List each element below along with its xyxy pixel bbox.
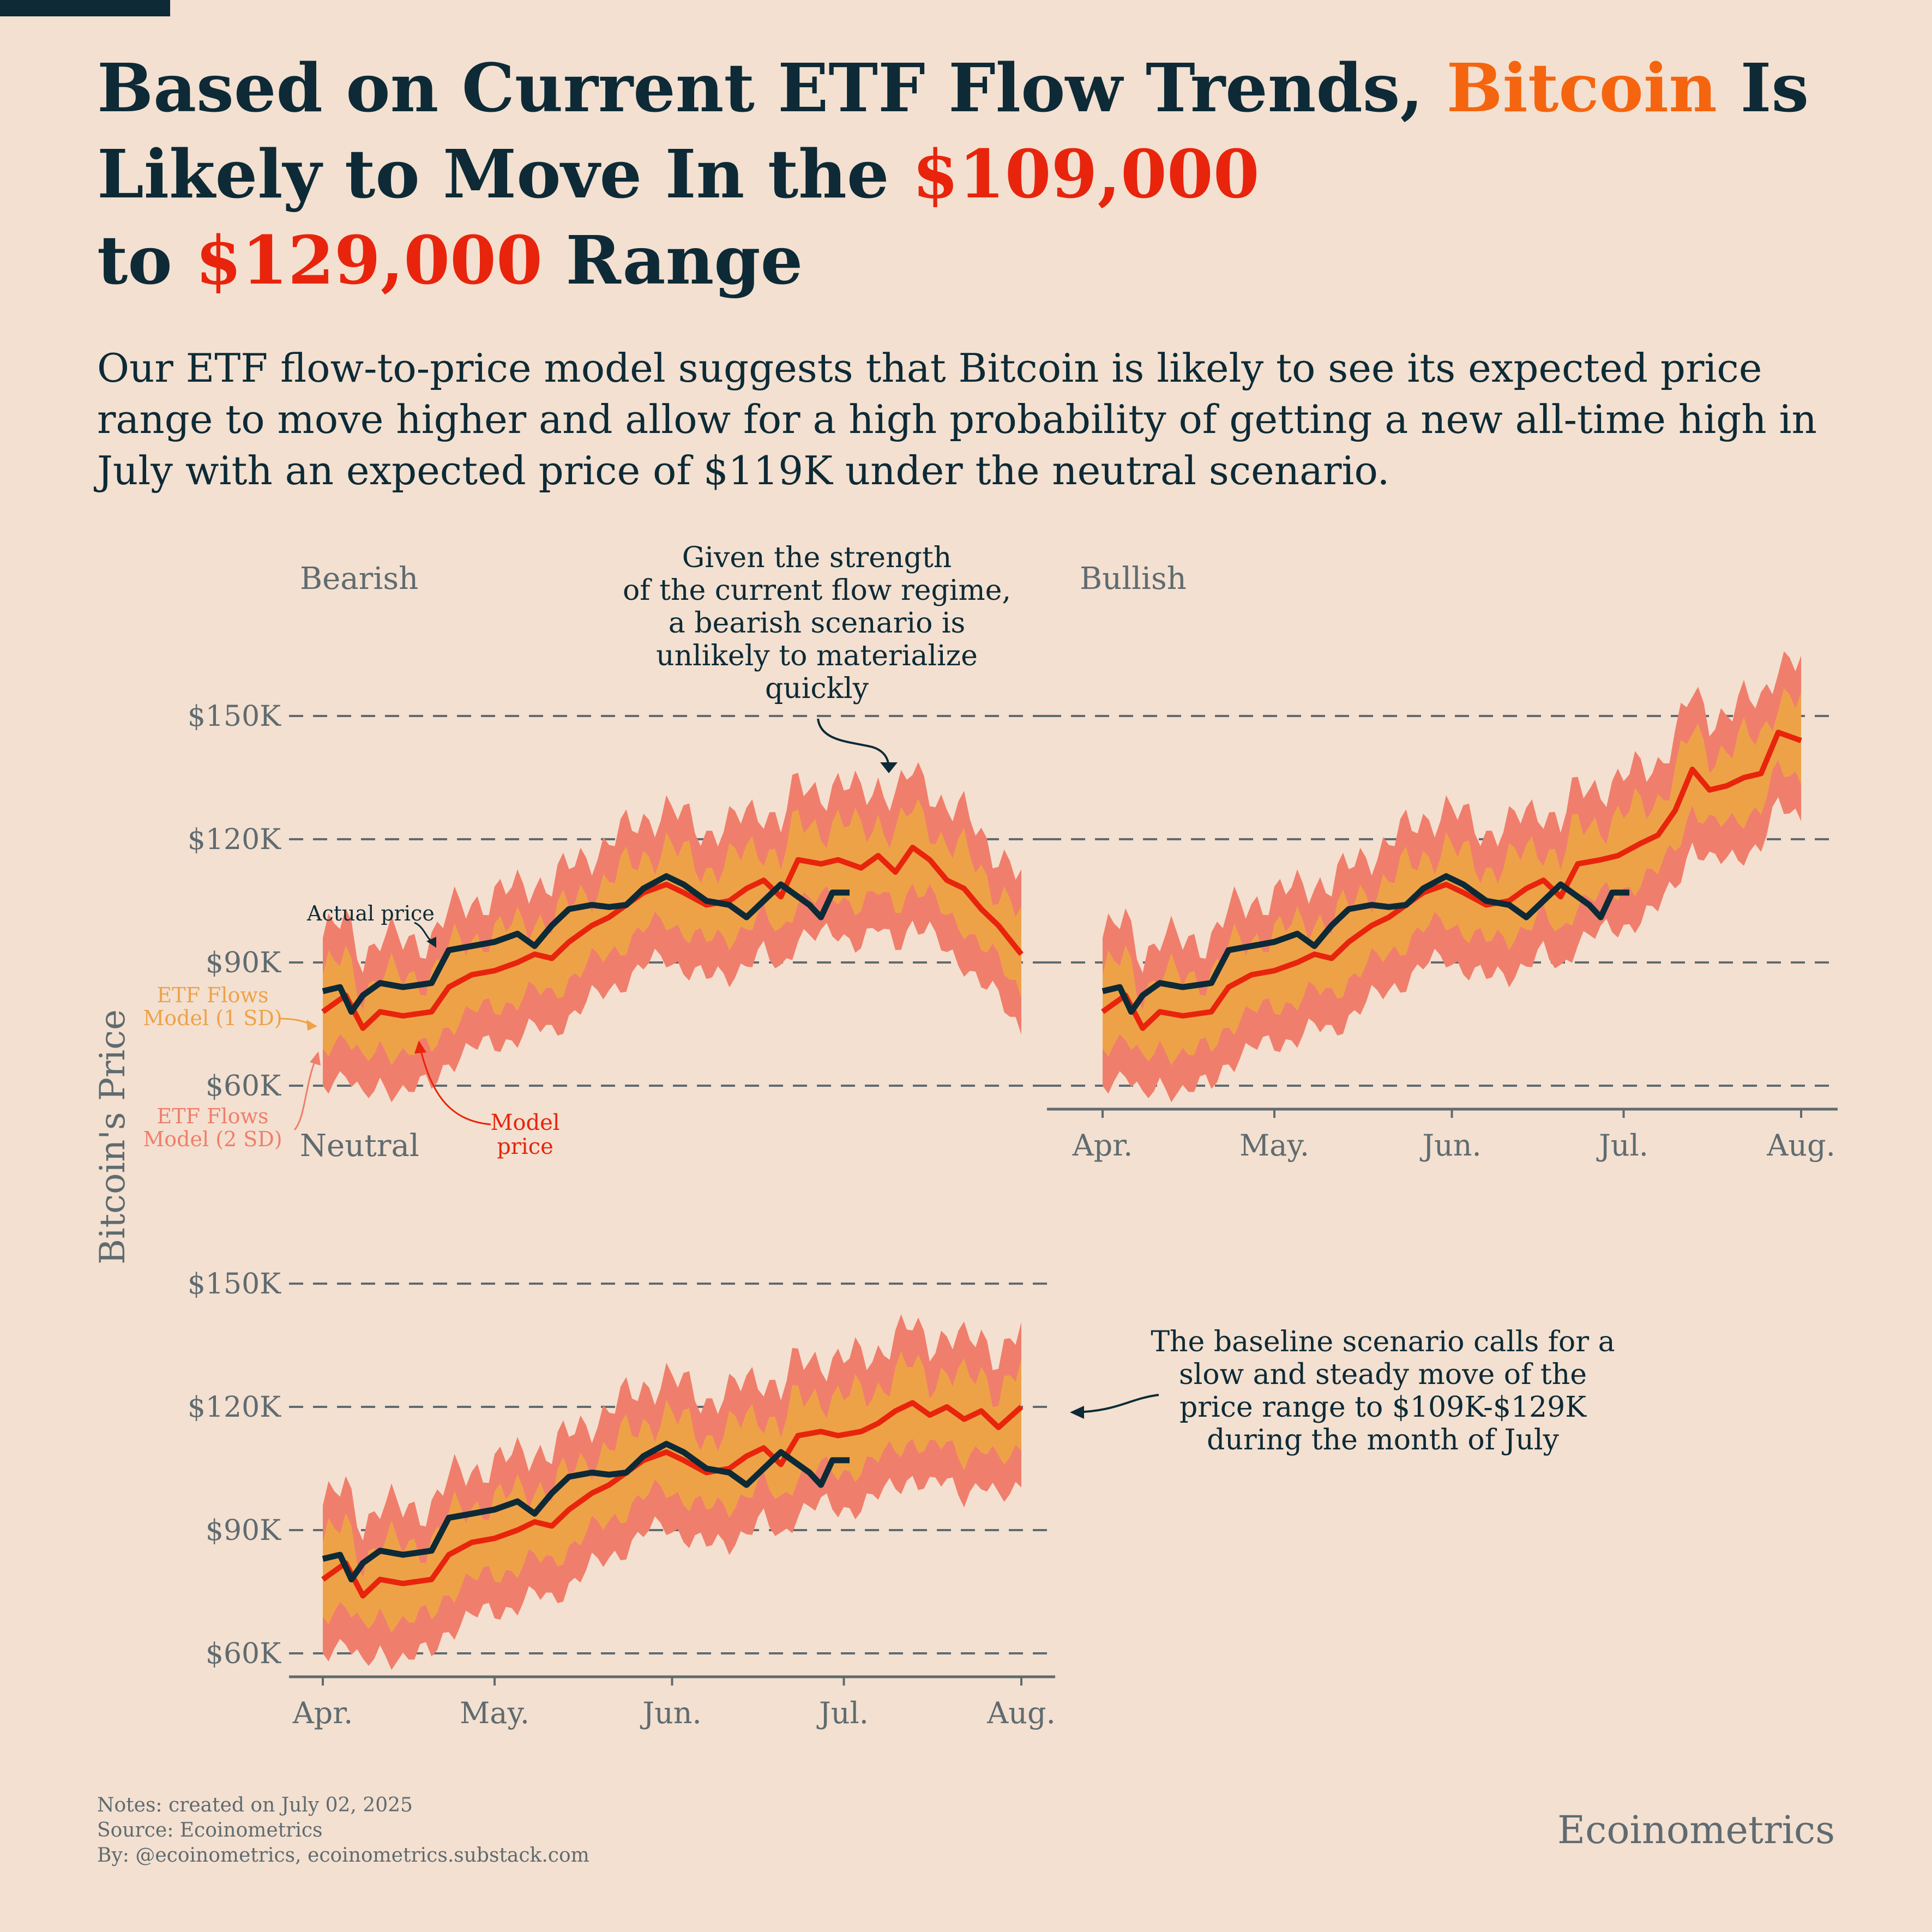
bullish-x-tick-label: Apr. (1072, 1128, 1133, 1163)
baseline-note-arrowhead (1070, 1406, 1084, 1419)
bearish-note-arrow (817, 718, 890, 769)
bearish-panel-label: Bearish (300, 561, 418, 597)
neutral-actual-price-line (322, 1441, 850, 1582)
bullish-panel: Apr. May. Jun. Jul. Aug. Bullish (1047, 561, 1838, 1163)
headline-low-price: $109,000 (912, 135, 1260, 213)
footer-notes-date: Notes: created on July 02, 2025 (97, 1794, 413, 1816)
bearish-note-line: of the current flow regime, (623, 574, 1011, 607)
bearish-panel: $60K $90K $120K $150K Bearish (188, 561, 1055, 1103)
bearish-actual-price-line (322, 873, 850, 1015)
bearish-note-line: unlikely to materialize (656, 640, 978, 672)
footer-byline: By: @ecoinometrics, ecoinometrics.substa… (97, 1844, 589, 1867)
model-price-arrow (419, 1046, 491, 1126)
neutral-x-tick-label: Aug. (986, 1696, 1056, 1730)
etf-2sd-label: Model (2 SD) (143, 1127, 282, 1151)
headline: Based on Current ETF Flow Trends, Bitcoi… (97, 45, 1842, 303)
model-price-label: Model (490, 1110, 559, 1135)
corner-accent-bar (0, 0, 170, 16)
bearish-note-line: quickly (765, 672, 869, 705)
bearish-model-price-line (321, 845, 1024, 1031)
model-price-label: price (497, 1134, 553, 1159)
neutral-x-tick-label: Jun. (640, 1696, 701, 1730)
brand-logo-text: Ecoinometrics (1557, 1808, 1835, 1852)
footer-source: Source: Ecoinometrics (97, 1819, 323, 1841)
neutral-y-tick-label: $120K (188, 1391, 281, 1424)
bearish-note-line: a bearish scenario is (669, 607, 966, 640)
bearish-y-tick-label: $90K (206, 947, 281, 979)
etf-1sd-label: ETF Flows (157, 983, 269, 1007)
bullish-actual-price-line (1102, 873, 1629, 1015)
neutral-x-tick-label: Apr. (292, 1696, 353, 1730)
etf-2sd-label: ETF Flows (157, 1104, 269, 1128)
bearish-y-tick-label: $120K (188, 823, 281, 856)
bullish-x-tick-label: Jul. (1596, 1128, 1648, 1163)
bearish-note-line: Given the strength (682, 541, 952, 574)
actual-price-arrowhead (426, 937, 436, 948)
bearish-note-arrowhead (880, 762, 898, 773)
baseline-note-line: slow and steady move of the (1179, 1358, 1587, 1391)
subtitle: Our ETF flow-to-price model suggests tha… (97, 345, 1817, 493)
headline-part3: to (97, 221, 196, 299)
footer-notes: Notes: created on July 02, 2025 Source: … (97, 1793, 589, 1868)
headline-bitcoin: Bitcoin (1446, 49, 1717, 127)
neutral-y-tick-label: $60K (206, 1638, 281, 1670)
headline-high-price: $129,000 (195, 221, 543, 299)
bearish-y-tick-label: $60K (206, 1070, 281, 1103)
bullish-model-price-line (1101, 730, 1802, 1031)
etf-1sd-arrowhead (306, 1020, 317, 1031)
baseline-note-arrow (1074, 1394, 1159, 1413)
bullish-panel-label: Bullish (1080, 561, 1187, 597)
baseline-note-line: price range to $109K-$129K (1179, 1391, 1587, 1424)
neutral-panel: $60K $90K $120K $150K Apr. May. Jun. Jul. Aug. Ne… (188, 1128, 1056, 1730)
etf-1sd-label: Model (1 SD) (143, 1006, 282, 1030)
neutral-y-tick-label: $150K (188, 1268, 281, 1301)
etf-2sd-arrow (293, 1057, 317, 1131)
headline-part4: Range (542, 221, 803, 299)
headline-part2: Is Likely to Move In the (97, 49, 1809, 213)
bullish-x-tick-label: May. (1239, 1128, 1309, 1163)
neutral-panel-label: Neutral (300, 1128, 419, 1164)
neutral-model-price-line (321, 1400, 1024, 1599)
neutral-y-tick-label: $90K (206, 1514, 281, 1547)
actual-price-label: Actual price (306, 901, 435, 925)
headline-part1: Based on Current ETF Flow Trends, (97, 49, 1447, 127)
bullish-x-tick-label: Aug. (1766, 1128, 1835, 1163)
bullish-x-tick-label: Jun. (1419, 1128, 1481, 1163)
bearish-y-tick-label: $150K (188, 700, 281, 733)
etf-2sd-arrowhead (310, 1051, 321, 1066)
baseline-note-line: during the month of July (1207, 1424, 1559, 1456)
neutral-x-tick-label: May. (460, 1696, 529, 1730)
baseline-note-line: The baseline scenario calls for a (1151, 1326, 1615, 1358)
neutral-x-tick-label: Jul. (816, 1696, 869, 1730)
model-price-arrowhead (414, 1040, 426, 1054)
neutral-band-1sd (323, 1351, 1021, 1633)
y-axis-title: Bitcoin's Price (93, 1009, 133, 1265)
